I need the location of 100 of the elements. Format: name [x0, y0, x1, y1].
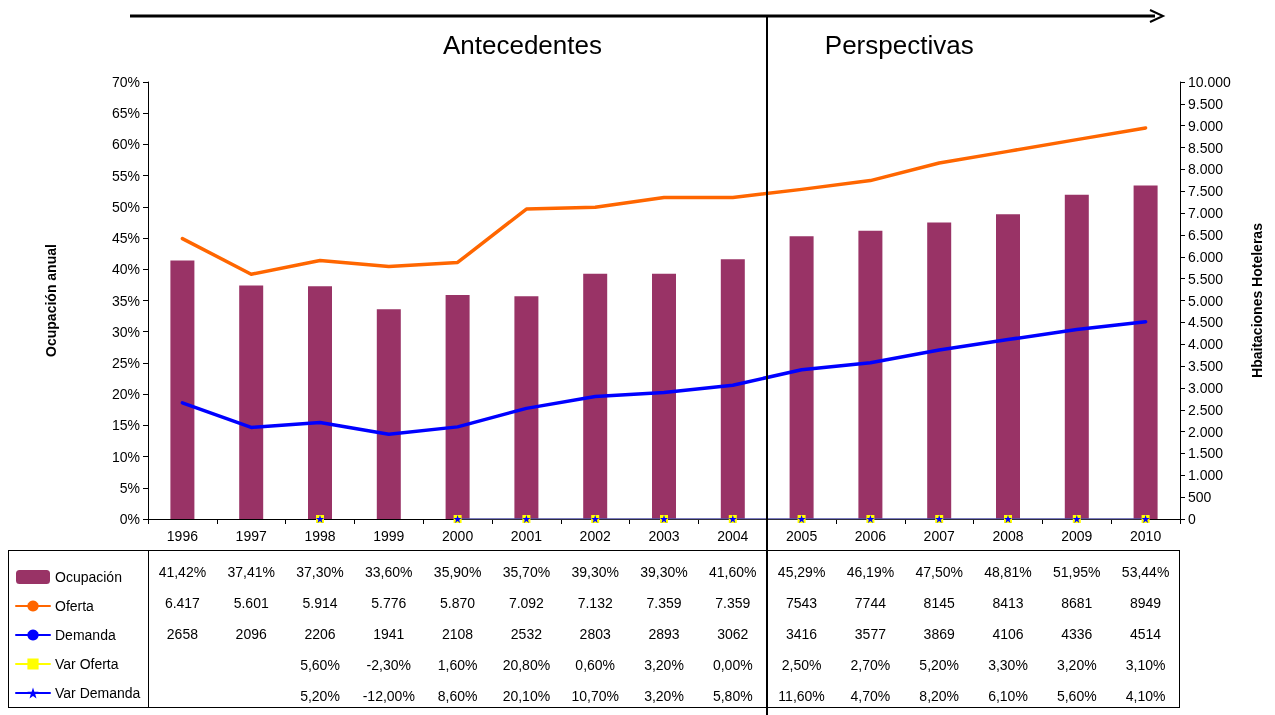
y2-tick-label: 500 — [1188, 489, 1212, 506]
bar — [789, 236, 814, 519]
data-label: 8,20% — [918, 687, 961, 706]
y-tick-label: 10% — [111, 448, 140, 465]
x-tick-label: 2008 — [992, 528, 1024, 544]
data-label: 10,70% — [570, 687, 620, 706]
y2-tick-label: 1.500 — [1188, 445, 1224, 462]
bar — [308, 286, 332, 519]
data-label: 0,00% — [711, 656, 754, 675]
y2-tick-label: 9.500 — [1188, 95, 1224, 112]
bar — [858, 230, 883, 519]
data-label: 6,10% — [987, 687, 1029, 706]
data-label: 3577 — [853, 625, 887, 644]
y2-tick-label: 3.000 — [1188, 379, 1224, 396]
data-label: 3,20% — [643, 687, 685, 706]
y-tick-label: 65% — [111, 105, 140, 122]
x-tick-label: 1998 — [304, 528, 336, 544]
bar — [927, 222, 952, 519]
line-series — [180, 319, 1148, 436]
bar — [996, 214, 1020, 519]
data-label: 2893 — [647, 625, 681, 644]
data-label: 5,20% — [299, 687, 341, 706]
y-tick-label: 50% — [111, 198, 140, 215]
data-label: 7744 — [853, 594, 887, 613]
data-label: 3,20% — [643, 656, 685, 675]
y2-axis-title: Hbaitaciones Hoteleras — [1249, 222, 1265, 378]
bar — [1133, 185, 1158, 519]
legend-label: Oferta — [55, 598, 95, 614]
data-label: 33,60% — [364, 563, 414, 582]
y2-tick-label: 1.000 — [1188, 467, 1224, 484]
bar — [652, 273, 676, 519]
y2-tick-label: 4.000 — [1188, 336, 1224, 353]
data-label: 47,50% — [914, 563, 964, 582]
y-tick-label: 20% — [111, 386, 140, 403]
y2-tick-label: 7.000 — [1188, 205, 1224, 222]
y2-tick-label: 3.500 — [1188, 358, 1224, 375]
data-label: 4106 — [991, 625, 1025, 644]
text: -12,00% — [362, 688, 415, 704]
data-label: 35,70% — [501, 563, 552, 582]
data-label: 5.601 — [232, 594, 270, 613]
data-label: 5,20% — [918, 656, 961, 675]
data-label: 3,20% — [1055, 656, 1098, 675]
y-tick-label: 0% — [119, 511, 140, 527]
data-label: 7.092 — [507, 594, 545, 613]
x-tick-label: 1997 — [235, 528, 267, 544]
data-label: 3869 — [922, 625, 956, 644]
y2-tick-label: 6.500 — [1188, 226, 1224, 243]
data-label: 51,95% — [1052, 563, 1102, 582]
data-label: 39,30% — [639, 563, 689, 582]
data-label: 8681 — [1060, 594, 1094, 613]
y-tick-label: 40% — [111, 261, 140, 278]
y-tick-label: 45% — [111, 230, 140, 247]
data-label: 45,29% — [776, 563, 827, 582]
x-tick-label: 2009 — [1061, 528, 1093, 544]
bar — [1064, 194, 1089, 519]
data-label: 2658 — [165, 625, 199, 644]
bar — [376, 309, 401, 519]
y2-tick-label: 7.500 — [1188, 183, 1224, 200]
y-tick-label: 35% — [111, 292, 140, 309]
data-label: 53,44% — [1120, 563, 1171, 582]
y2-tick-label: 5.000 — [1188, 292, 1224, 309]
data-label: 39,30% — [570, 563, 620, 582]
data-label: 3062 — [716, 625, 750, 644]
y2-tick-label: 4.500 — [1188, 314, 1224, 331]
data-label: 2108 — [441, 625, 475, 644]
x-tick-label: 2004 — [717, 528, 749, 544]
data-label: 35,90% — [432, 563, 483, 582]
data-label: 37,30% — [295, 563, 345, 582]
bar — [720, 259, 745, 519]
y-tick-label: 55% — [111, 167, 140, 184]
legend-label: Demanda — [55, 627, 116, 643]
data-label: 5.870 — [439, 594, 477, 613]
data-label: 8145 — [922, 594, 956, 613]
data-label: 20,80% — [501, 656, 552, 675]
x-tick-label: 2000 — [442, 528, 474, 544]
x-tick-label: 1996 — [166, 528, 199, 544]
y2-tick-label: 6.000 — [1188, 248, 1224, 265]
text: Perspectivas — [824, 30, 974, 60]
data-label: 7.359 — [714, 594, 752, 613]
bar — [239, 285, 264, 519]
bar — [514, 296, 539, 519]
data-label: 2206 — [303, 625, 337, 644]
data-label: 4,70% — [849, 687, 892, 706]
data-label: 7.359 — [645, 594, 683, 613]
data-label: 5,60% — [1055, 687, 1098, 706]
x-tick-label: 1999 — [373, 528, 405, 544]
legend-label: Ocupación — [55, 569, 122, 585]
y2-tick-label: 8.000 — [1188, 161, 1224, 178]
x-tick-label: 2010 — [1130, 528, 1162, 544]
data-label: 3,10% — [1124, 656, 1167, 675]
y-tick-label: 30% — [111, 323, 140, 340]
y-tick-label: 25% — [111, 354, 140, 371]
data-label: 2,50% — [780, 656, 823, 675]
y-tick-label: 5% — [119, 479, 140, 496]
data-label: 11,60% — [777, 687, 826, 706]
data-label: 46,19% — [845, 563, 896, 582]
y2-tick-label: 0 — [1188, 511, 1196, 527]
x-tick-label: 2006 — [854, 528, 887, 544]
data-label: 8413 — [991, 594, 1025, 613]
data-label: 4,10% — [1124, 687, 1167, 706]
